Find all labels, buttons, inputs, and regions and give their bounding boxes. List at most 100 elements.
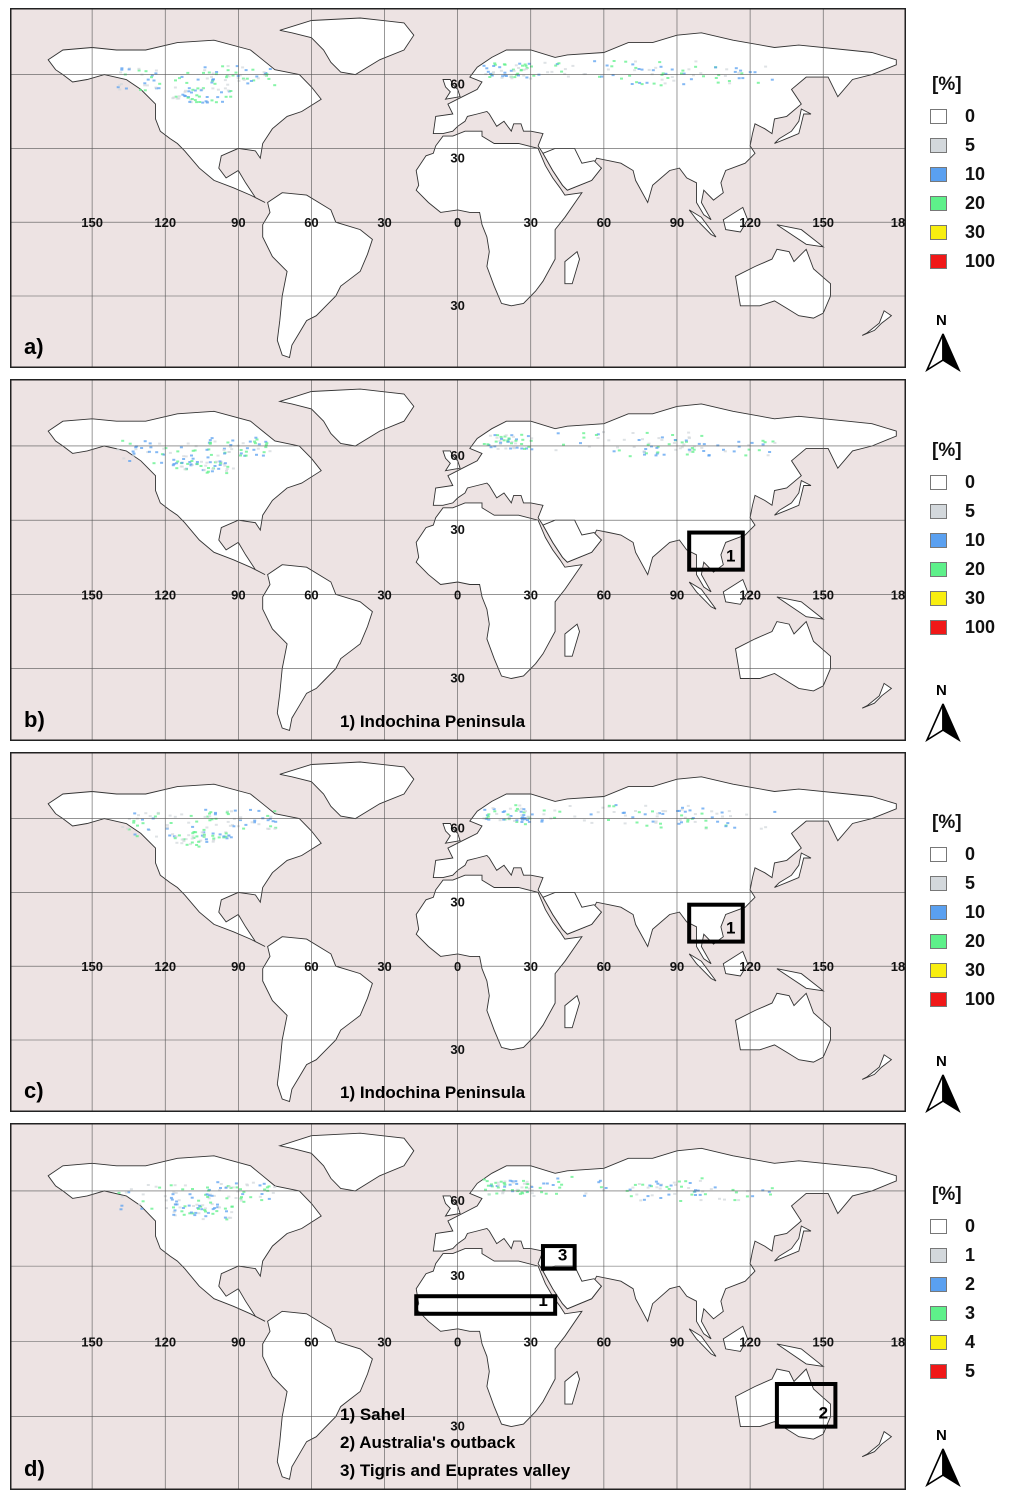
region-box-label: 2 <box>819 1404 828 1423</box>
legend-value: 30 <box>965 588 986 608</box>
landmass-greenland <box>279 17 415 76</box>
legend-swatch <box>930 905 947 920</box>
lon-label: 120 <box>739 215 761 230</box>
legend-item: 20 <box>930 927 1020 956</box>
north-arrow-icon: N <box>921 1427 965 1489</box>
legend-swatch <box>930 254 947 269</box>
landmass-indonesia2 <box>722 578 749 605</box>
legend-item: 4 <box>930 1328 1020 1357</box>
landmass-australia <box>735 620 831 692</box>
landmass-indonesia1 <box>688 209 717 238</box>
landmass-eurasia <box>432 776 897 965</box>
map-frame <box>10 1123 906 1490</box>
legend-item: 100 <box>930 613 1020 642</box>
landmass-newZealand <box>861 682 893 709</box>
north-label: N <box>936 312 947 329</box>
lon-label: 150 <box>81 959 103 974</box>
landmasses <box>47 388 897 731</box>
graticule <box>10 379 906 741</box>
legend-item: 20 <box>930 189 1020 218</box>
lon-label: 90 <box>231 1334 245 1349</box>
legend-value: 5 <box>965 501 976 521</box>
legend-swatch <box>930 1248 947 1263</box>
lon-label: 60 <box>304 959 318 974</box>
legend-value: 30 <box>965 960 986 980</box>
lon-label: 120 <box>154 959 176 974</box>
legend-value: 30 <box>965 222 986 242</box>
legend-item: 20 <box>930 555 1020 584</box>
legend-swatch <box>930 1335 947 1350</box>
lon-label: 60 <box>304 215 318 230</box>
map-panel-c: 150 120 90 60 30 0 30 60 90 120 150 18 60 30 30 1 c) 1) I… <box>10 752 906 1112</box>
lon-label: 60 <box>597 1334 611 1349</box>
landmass-indonesia1 <box>688 953 717 982</box>
north-label: N <box>936 682 947 699</box>
lon-label: 90 <box>231 587 245 602</box>
landmass-indonesia2 <box>722 1325 749 1352</box>
legend-item: 3 <box>930 1299 1020 1328</box>
legend-value: 5 <box>965 873 976 893</box>
lon-label: 18 <box>891 215 905 230</box>
legend-swatch <box>930 620 947 635</box>
north-label: N <box>936 1427 947 1444</box>
lon-label: 0 <box>454 1334 461 1349</box>
north-arrow-icon: N <box>921 682 965 744</box>
landmass-newGuinea <box>776 596 825 620</box>
legend-item: 2 <box>930 1270 1020 1299</box>
landmass-japan <box>774 479 812 516</box>
lon-label: 30 <box>524 1334 538 1349</box>
legend-value: 0 <box>965 472 976 492</box>
landmass-australia <box>735 248 831 319</box>
landmass-madagascar <box>564 250 580 285</box>
landmass-northAmerica <box>47 1155 322 1322</box>
lat-label: 30 <box>450 1419 464 1434</box>
landmass-madagascar <box>564 1370 580 1405</box>
lon-label: 150 <box>812 959 834 974</box>
lon-label: 150 <box>81 215 103 230</box>
landmass-newGuinea <box>776 224 825 248</box>
legend-value: 1 <box>965 1245 976 1265</box>
landmass-newGuinea <box>776 968 825 992</box>
legend-value: 3 <box>965 1303 976 1323</box>
lon-label: 0 <box>454 959 461 974</box>
legend-item: 30 <box>930 956 1020 985</box>
region-box-indochina <box>687 902 745 944</box>
lat-label: 30 <box>450 671 464 686</box>
legend-swatch <box>930 196 947 211</box>
lon-label: 120 <box>739 959 761 974</box>
lat-label: 60 <box>450 77 464 92</box>
north-arrow-icon: N <box>921 312 965 374</box>
legend-swatch <box>930 847 947 862</box>
lat-label: 30 <box>450 894 464 909</box>
legend-item: 0 <box>930 1212 1020 1241</box>
legend-title: [%] <box>932 440 962 461</box>
lon-label: 0 <box>454 587 461 602</box>
legend-value: 0 <box>965 1216 976 1236</box>
legend-value: 20 <box>965 559 986 579</box>
legend-swatch <box>930 504 947 519</box>
legend-item: 100 <box>930 247 1020 276</box>
legend-swatch <box>930 475 947 490</box>
landmass-greenland <box>279 761 415 820</box>
lon-label: 60 <box>597 215 611 230</box>
legend-swatch <box>930 562 947 577</box>
lon-label: 30 <box>377 587 391 602</box>
region-box-sahel <box>414 1294 558 1316</box>
legend-item: 5 <box>930 497 1020 526</box>
legend-item: 10 <box>930 160 1020 189</box>
legend-a: [%] 0 5 10 20 30 100 <box>930 74 1020 276</box>
landmass-indonesia2 <box>722 950 749 977</box>
legend-swatch <box>930 1219 947 1234</box>
landmass-madagascar <box>564 994 580 1029</box>
lon-label: 30 <box>377 215 391 230</box>
map-frame <box>10 752 906 1112</box>
lat-label: 30 <box>450 522 464 537</box>
region-box-label: 1 <box>726 919 735 938</box>
lon-label: 150 <box>812 587 834 602</box>
lon-label: 60 <box>304 587 318 602</box>
lon-label: 150 <box>81 587 103 602</box>
north-arrow-icon: N <box>921 1053 965 1115</box>
landmass-uk <box>442 823 461 844</box>
legend-b: [%] 0 5 10 20 30 100 <box>930 440 1020 642</box>
landmass-uk <box>442 450 461 472</box>
